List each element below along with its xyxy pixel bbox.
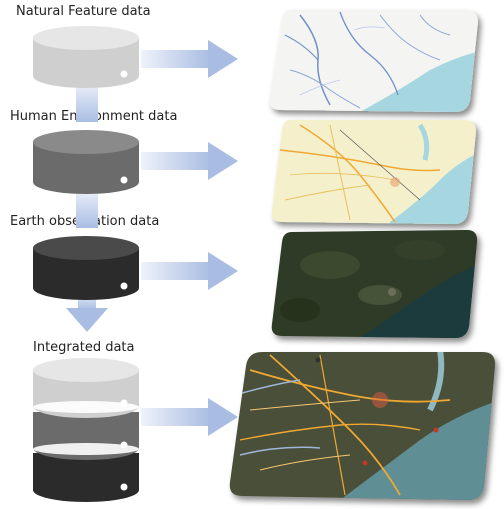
database-icon xyxy=(33,358,139,502)
connector-vertical-2 xyxy=(76,188,98,228)
map-icon xyxy=(271,120,476,224)
arrow-right-icon xyxy=(141,398,238,436)
database-icon xyxy=(33,236,139,300)
map-icon xyxy=(229,352,496,500)
map-icon xyxy=(271,230,478,338)
map-icon xyxy=(269,10,478,112)
database-icon xyxy=(33,130,139,194)
label-integrated: Integrated data xyxy=(33,340,135,355)
label-natural-feature: Natural Feature data xyxy=(16,4,151,19)
arrow-right-icon xyxy=(141,252,238,290)
arrow-right-icon xyxy=(141,40,238,78)
connector-vertical-1 xyxy=(76,82,98,122)
database-icon xyxy=(33,26,139,88)
arrow-right-icon xyxy=(141,142,238,180)
